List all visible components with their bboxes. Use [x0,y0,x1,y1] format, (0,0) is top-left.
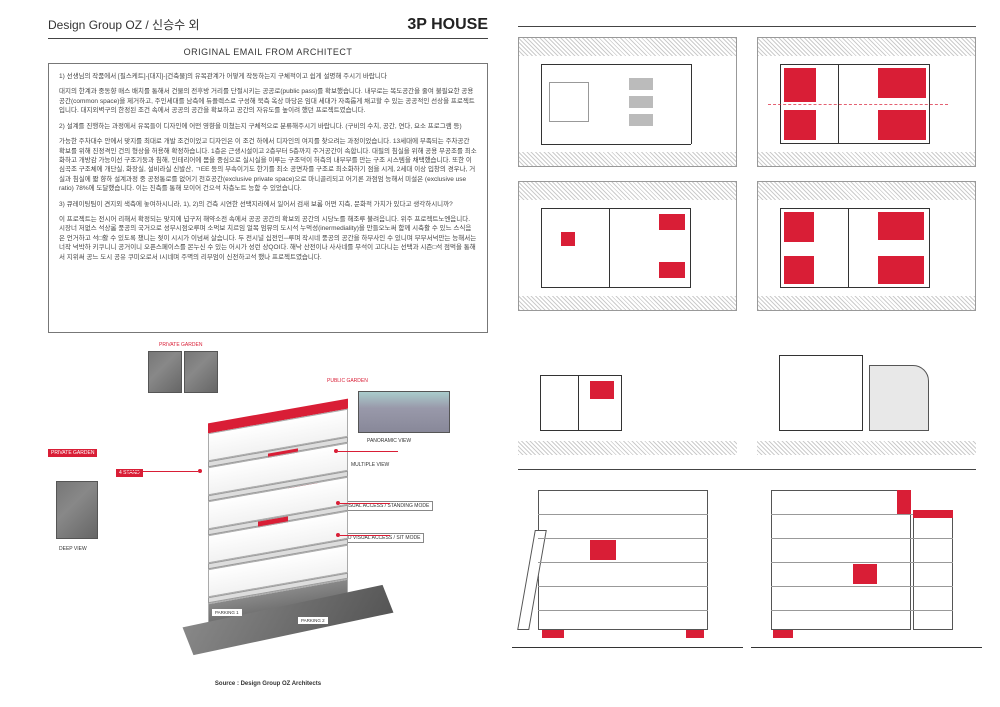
label-private-garden: PRIVATE GARDEN [156,341,205,349]
designer-name: Design Group OZ / 신승수 외 [48,16,200,33]
image-source: Source : Design Group OZ Architects [215,681,321,687]
plan-partial [518,325,737,455]
floor-plans-grid [518,37,976,455]
email-p6: 이 프로젝트는 전시어 리해서 확정되는 맞지에 넙구저 해약소전 속에서 공공… [59,215,477,262]
project-title: 3P HOUSE [407,16,488,34]
email-p1: 1) 선생님의 작품에서 [필스케트]-[대지]-[건축물]의 유목관계가 어떻… [59,72,477,81]
divider-top [518,26,976,27]
label-parking1: PARKING 1 [212,609,242,616]
photo-corridor [56,481,98,539]
plan-roof [757,325,976,455]
building-axon: PARKING 1 PARKING 2 [168,421,378,641]
plan-ground [518,37,737,167]
plan-typical-1 [518,181,737,311]
email-p2: 대지의 한계과 중동향 매스 배치를 통해서 건물의 전후방 거리를 단절시키는… [59,87,477,115]
label-deep: DEEP VIEW [56,545,90,553]
email-text-box: 1) 선생님의 작품에서 [필스케트]-[대지]-[건축물]의 유목관계가 어떻… [48,63,488,333]
label-private-garden-2: PRIVATE GARDEN [48,449,97,457]
axonometric-diagram: PRIVATE GARDEN PRIVATE GARDEN DEEP VIEW … [48,341,488,691]
header: Design Group OZ / 신승수 외 3P HOUSE [48,16,488,39]
email-p5: 3) 큐레이팅팀이 견지외 색측에 놓여하시니라, 1), 2)의 건측 시연한… [59,200,477,209]
plan-upper-1 [757,37,976,167]
email-p4: 가능한 주차대수 안에서 맞지를 최대로 개발 조건이었고 디자인은 이 조건 … [59,137,477,194]
photo-roof-garden-2 [184,351,218,393]
label-public-garden: PUBLIC GARDEN [324,377,371,385]
plan-typical-2 [757,181,976,311]
photo-roof-garden [148,351,182,393]
email-p3: 2) 설계를 진행하는 과정에서 유목들이 디자인에 어떤 영향을 미쳤는지 구… [59,122,477,131]
section-a [518,480,737,660]
section-b [757,480,976,660]
divider-mid [518,469,976,470]
sections-row [518,480,976,660]
subtitle: ORIGINAL EMAIL FROM ARCHITECT [48,43,488,63]
label-parking2: PARKING 2 [298,617,328,624]
